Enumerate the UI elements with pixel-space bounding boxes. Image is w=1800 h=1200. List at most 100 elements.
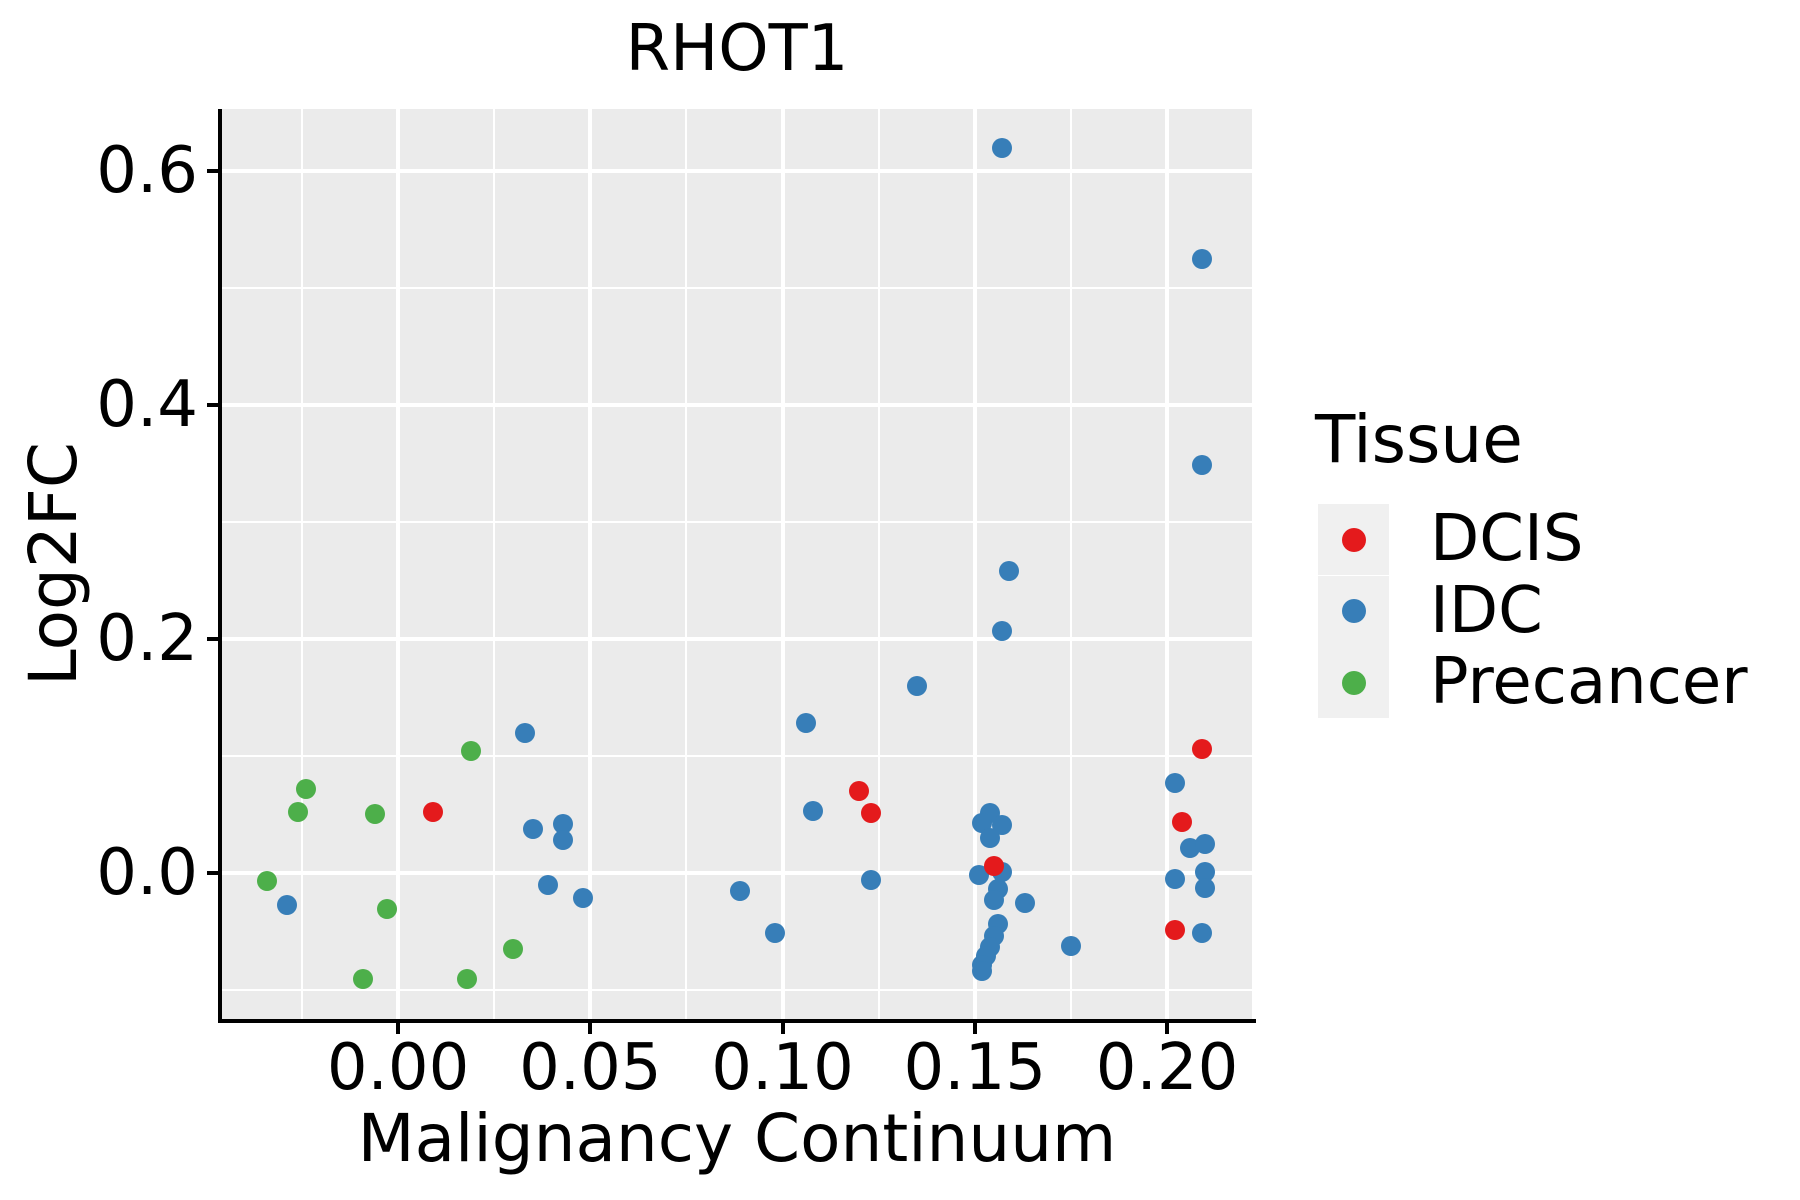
x-tick-mark <box>972 1023 977 1034</box>
data-point-idc <box>991 137 1012 158</box>
data-point-idc <box>795 713 816 734</box>
data-point-idc <box>764 922 785 943</box>
data-point-idc <box>1014 893 1035 914</box>
data-point-idc <box>514 722 535 743</box>
x-major-gridline <box>780 109 785 1019</box>
data-point-idc <box>1191 454 1212 475</box>
plot-panel <box>222 109 1252 1019</box>
x-major-gridline <box>972 109 977 1019</box>
data-point-idc <box>803 800 824 821</box>
data-point-idc <box>538 874 559 895</box>
data-point-idc <box>1195 861 1216 882</box>
y-minor-gridline <box>222 754 1252 757</box>
data-point-idc <box>730 880 751 901</box>
data-point-dcis <box>1172 811 1193 832</box>
data-point-precancer <box>461 741 482 762</box>
data-point-precancer <box>288 802 309 823</box>
data-point-precancer <box>353 969 374 990</box>
x-tick-mark <box>396 1023 401 1034</box>
x-minor-gridline <box>685 109 688 1019</box>
data-point-precancer <box>295 778 316 799</box>
data-point-idc <box>999 561 1020 582</box>
data-point-dcis <box>1191 738 1212 759</box>
data-point-idc <box>972 961 993 982</box>
legend-dot-dcis <box>1341 527 1366 552</box>
legend-label-precancer: Precancer <box>1430 645 1748 720</box>
y-major-gridline <box>222 403 1252 407</box>
data-point-idc <box>1195 878 1216 899</box>
y-minor-gridline <box>222 287 1252 289</box>
x-major-gridline <box>588 109 593 1019</box>
legend-dot-precancer <box>1341 670 1366 695</box>
y-tick-label: 0.2 <box>96 601 198 676</box>
data-point-precancer <box>365 804 386 825</box>
data-point-dcis <box>422 802 443 823</box>
data-point-idc <box>522 818 543 839</box>
data-point-precancer <box>503 939 524 960</box>
y-tick-label: 0.4 <box>96 368 198 442</box>
x-minor-gridline <box>877 109 880 1019</box>
legend-label-dcis: DCIS <box>1430 502 1584 576</box>
data-point-idc <box>1164 772 1185 793</box>
x-minor-gridline <box>493 109 496 1019</box>
x-tick-mark <box>1165 1023 1170 1034</box>
x-minor-gridline <box>300 109 303 1019</box>
x-minor-gridline <box>1069 109 1072 1019</box>
data-point-dcis <box>984 855 1005 876</box>
y-tick-label: 0.0 <box>96 835 198 910</box>
data-point-idc <box>1191 922 1212 943</box>
y-tick-label: 0.6 <box>96 134 198 208</box>
y-major-gridline <box>222 870 1252 875</box>
data-point-idc <box>572 887 593 908</box>
y-major-gridline <box>222 636 1252 641</box>
x-major-gridline <box>1165 109 1170 1019</box>
data-point-idc <box>980 827 1001 848</box>
legend-dot-idc <box>1341 599 1366 624</box>
data-point-idc <box>991 620 1012 641</box>
x-tick-label: 0.20 <box>1095 1031 1239 1105</box>
x-tick-label: 0.05 <box>519 1031 662 1105</box>
data-point-idc <box>1180 838 1201 859</box>
y-tick-mark <box>207 636 218 641</box>
x-tick-label: 0.00 <box>326 1031 470 1105</box>
x-tick-mark <box>780 1023 785 1034</box>
y-axis-line <box>218 109 222 1023</box>
y-major-gridline <box>222 169 1252 173</box>
data-point-idc <box>972 812 993 833</box>
y-tick-mark <box>207 403 218 407</box>
data-point-idc <box>553 830 574 851</box>
data-point-idc <box>860 870 881 890</box>
x-tick-mark <box>588 1023 593 1034</box>
data-point-idc <box>276 894 297 915</box>
x-major-gridline <box>396 109 401 1019</box>
data-point-idc <box>1060 935 1081 956</box>
legend-title: Tissue <box>1315 401 1523 478</box>
data-point-idc <box>907 675 928 696</box>
y-minor-gridline <box>222 520 1252 523</box>
data-point-precancer <box>376 899 397 920</box>
data-point-dcis <box>860 803 881 824</box>
x-axis-title: Malignancy Continuum <box>357 1100 1117 1177</box>
y-minor-gridline <box>222 988 1252 991</box>
data-point-idc <box>1164 868 1185 889</box>
y-tick-mark <box>207 169 218 173</box>
x-axis-line <box>218 1019 1256 1023</box>
data-point-idc <box>984 889 1005 910</box>
data-point-dcis <box>1164 920 1185 941</box>
data-point-idc <box>968 865 989 886</box>
legend-label-idc: IDC <box>1430 573 1543 648</box>
x-tick-label: 0.15 <box>903 1031 1047 1105</box>
legend-key-precancer <box>1318 647 1389 719</box>
chart-title: RHOT1 <box>625 12 849 86</box>
y-tick-mark <box>207 870 218 875</box>
data-point-dcis <box>849 781 870 802</box>
data-point-idc <box>1195 833 1216 854</box>
data-point-idc <box>553 813 574 834</box>
data-point-precancer <box>457 969 478 990</box>
legend-key-dcis <box>1318 504 1389 575</box>
data-point-precancer <box>257 871 278 892</box>
data-point-idc <box>1191 248 1212 269</box>
y-axis-title: Log2FC <box>15 442 92 686</box>
legend-key-idc <box>1318 575 1389 647</box>
